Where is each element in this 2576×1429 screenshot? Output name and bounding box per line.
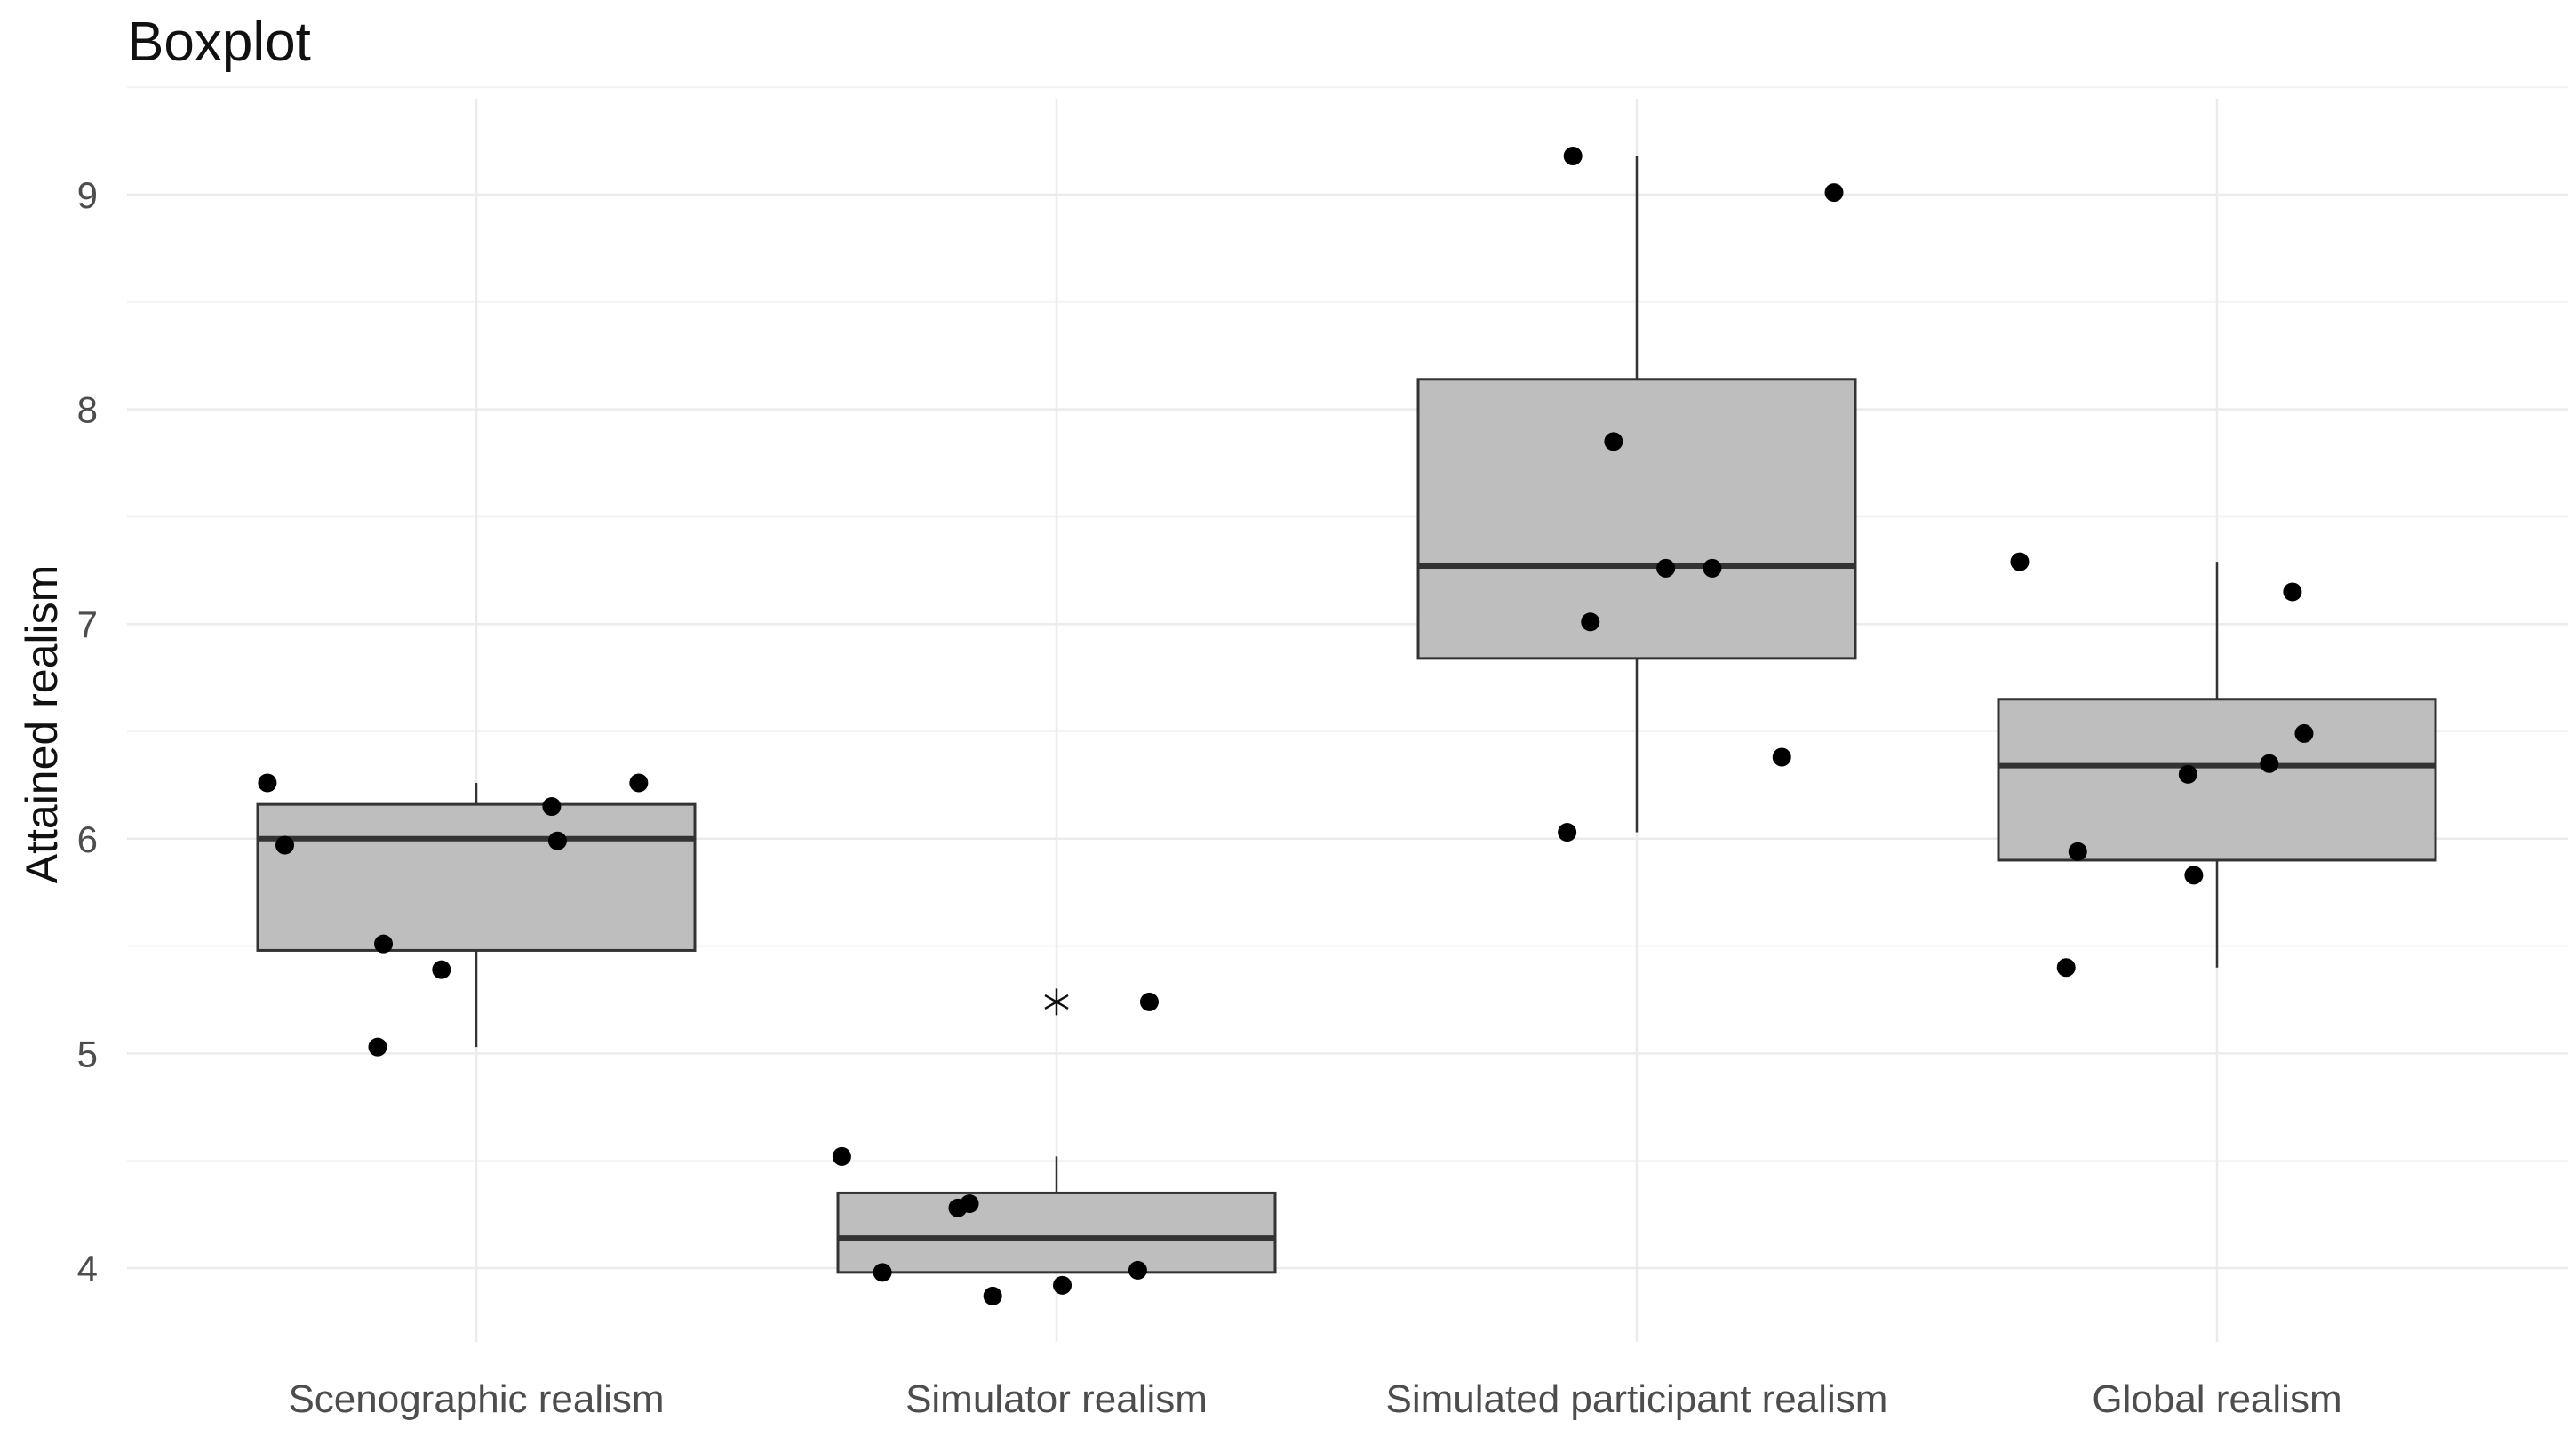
outlier-stroke [1044, 994, 1069, 1010]
y-tick-label: 8 [77, 389, 98, 431]
data-point [629, 773, 649, 793]
data-point [542, 797, 562, 817]
data-point [2294, 723, 2314, 743]
y-tick-label: 7 [77, 603, 98, 645]
data-point [832, 1146, 851, 1166]
data-point [2068, 842, 2087, 861]
data-point [1824, 183, 1844, 203]
box-iqr [836, 1191, 1277, 1274]
data-point [1656, 558, 1676, 578]
data-point [2178, 764, 2197, 784]
data-point [1604, 432, 1623, 451]
data-point [374, 934, 394, 954]
axis-labels: Boxplot Attained realism 4 5 6 7 8 9 Scenograp… [17, 12, 2342, 1421]
data-point [1139, 992, 1159, 1011]
y-tick-label: 9 [77, 174, 98, 216]
outlier-marker [1044, 988, 1069, 1016]
data-point [2184, 866, 2204, 885]
data-point [1558, 823, 1577, 842]
data-point [258, 773, 277, 793]
data-point [873, 1263, 892, 1282]
data-point [1772, 747, 1791, 767]
box-iqr [1416, 378, 1857, 660]
x-category-label: Simulated participant realism [1386, 1377, 1888, 1421]
data-point [1581, 612, 1600, 632]
data-point [368, 1037, 387, 1057]
data-point [1563, 147, 1583, 166]
data-points [258, 147, 2314, 1305]
data-point [547, 831, 567, 850]
data-point [1128, 1260, 1147, 1280]
chart-title: Boxplot [127, 12, 311, 73]
data-point [960, 1194, 979, 1214]
data-point [275, 835, 295, 855]
grid-lines [127, 86, 2568, 1342]
y-tick-label: 4 [77, 1248, 98, 1289]
box-iqr [1997, 698, 2437, 862]
y-axis-title: Attained realism [17, 565, 67, 884]
x-category-label: Simulator realism [905, 1377, 1208, 1421]
y-tick-label: 6 [77, 818, 98, 860]
data-point [432, 960, 451, 979]
y-tick-label: 5 [77, 1033, 98, 1074]
data-point [2283, 582, 2302, 602]
data-point [1053, 1275, 1073, 1295]
data-point [983, 1286, 1002, 1305]
data-point [2260, 754, 2279, 773]
x-category-label: Global realism [2092, 1377, 2341, 1421]
x-category-label: Scenographic realism [288, 1377, 664, 1421]
boxes [256, 156, 2437, 1274]
box-iqr [256, 802, 697, 952]
data-point [1703, 558, 1722, 578]
data-point [2056, 958, 2076, 978]
data-point [2010, 552, 2030, 571]
